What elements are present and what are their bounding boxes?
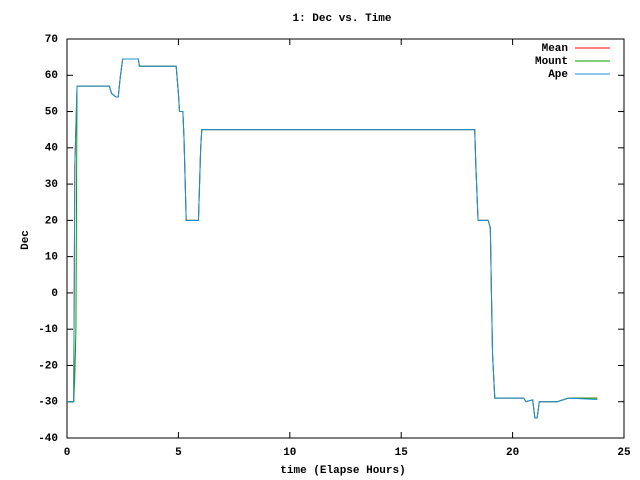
y-tick-label: 70 (45, 34, 58, 46)
y-tick-label: 30 (45, 179, 58, 191)
y-tick-label: -10 (38, 324, 58, 336)
legend-label: Mean (542, 43, 568, 55)
x-tick-label: 15 (395, 447, 409, 459)
x-tick-label: 20 (506, 447, 519, 459)
legend-label: Mount (535, 56, 568, 68)
y-tick-label: 20 (45, 215, 58, 227)
chart-title: 1: Dec vs. Time (292, 13, 391, 25)
x-tick-label: 25 (617, 447, 631, 459)
series-line (67, 58, 598, 419)
y-tick-label: 60 (45, 70, 58, 82)
x-tick-label: 0 (64, 447, 71, 459)
legend-label: Ape (548, 69, 568, 81)
x-axis-label: time (Elapse Hours) (280, 465, 405, 477)
y-tick-label: 40 (45, 143, 58, 155)
x-tick-label: 5 (175, 447, 182, 459)
plot-border (66, 38, 625, 439)
y-tick-label: -40 (38, 433, 58, 445)
y-tick-label: 0 (51, 288, 58, 300)
x-tick-label: 10 (283, 447, 296, 459)
y-tick-label: 50 (45, 106, 58, 118)
y-axis-label: Dec (20, 230, 32, 250)
y-tick-label: -20 (38, 360, 58, 372)
y-tick-label: 10 (45, 252, 58, 264)
y-tick-label: -30 (38, 397, 58, 409)
